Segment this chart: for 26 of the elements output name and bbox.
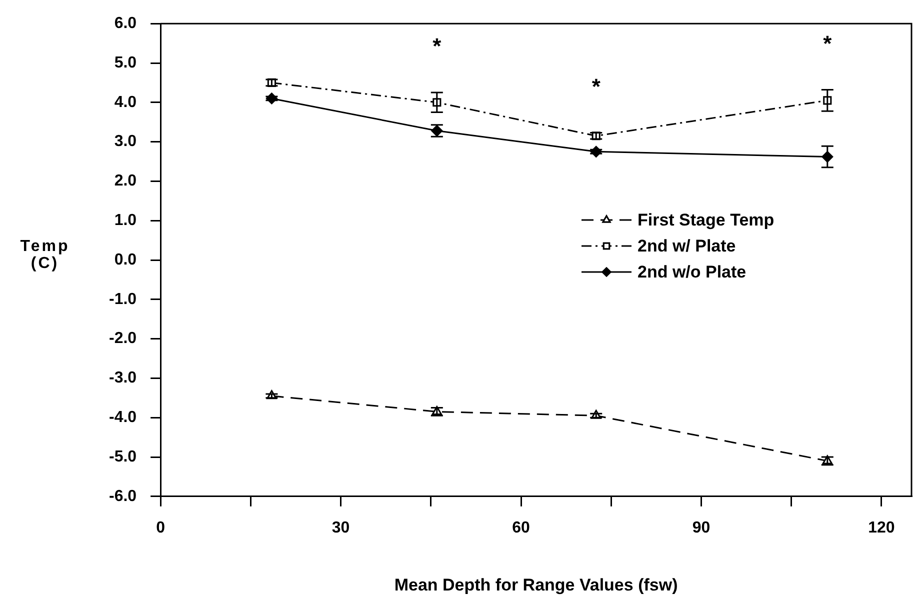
x-tick-label: 0	[156, 519, 166, 536]
y-tick-label: 4.0	[114, 94, 137, 111]
annotation: *	[432, 34, 442, 59]
annotation: *	[592, 74, 601, 99]
x-tick-label: 30	[332, 519, 350, 536]
y-tick-label: -4.0	[108, 409, 137, 426]
y-tick-label: -2.0	[108, 330, 137, 348]
y-axis-title: Temp (C)	[19, 238, 71, 272]
legend-label: 2nd w/o Plate	[638, 262, 746, 282]
y-tick-label: -5.0	[108, 448, 137, 466]
x-tick-label: 120	[868, 519, 895, 536]
y-tick-label: 0.0	[114, 251, 137, 268]
y-tick-label: -6.0	[108, 488, 137, 505]
annotation: *	[823, 30, 832, 56]
y-tick-label: 3.0	[114, 133, 137, 150]
y-tick-label: -1.0	[108, 290, 137, 308]
x-tick-label: 60	[512, 519, 530, 536]
y-tick-label: 6.0	[114, 15, 137, 32]
legend-label: 2nd w/ Plate	[638, 236, 736, 256]
x-tick-label: 90	[692, 519, 710, 536]
y-tick-label: 5.0	[114, 54, 137, 72]
legend-label: First Stage Temp	[638, 210, 774, 230]
y-tick-label: 2.0	[114, 172, 137, 190]
y-tick-label: 1.0	[114, 212, 137, 230]
x-axis-title: Mean Depth for Range Values (fsw)	[394, 575, 678, 594]
y-tick-label: -3.0	[108, 370, 137, 387]
